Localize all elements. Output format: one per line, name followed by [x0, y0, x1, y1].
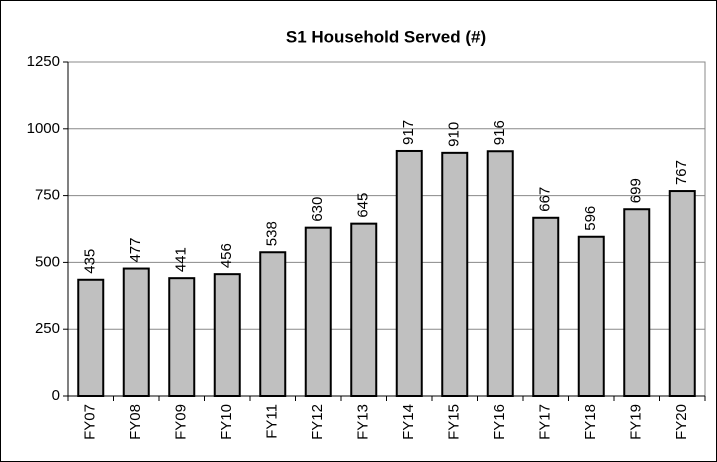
value-label: 916: [491, 120, 508, 145]
x-tick-label: FY20: [673, 404, 690, 440]
x-tick-label: FY07: [82, 404, 99, 440]
bar: [486, 150, 514, 397]
value-label: 477: [127, 238, 144, 263]
bar: [623, 208, 651, 397]
x-tick-label: FY13: [355, 404, 372, 440]
value-label: 645: [355, 193, 372, 218]
value-label: 699: [628, 178, 645, 203]
x-tick-label: FY19: [628, 404, 645, 440]
bar: [350, 222, 378, 397]
y-tick-label: 750: [35, 187, 60, 204]
value-label: 456: [218, 243, 235, 268]
x-tick-label: FY09: [173, 404, 190, 440]
bar: [532, 216, 560, 397]
value-label: 767: [673, 160, 690, 185]
x-tick-label: FY14: [400, 404, 417, 440]
bar: [577, 235, 605, 397]
x-tick-label: FY16: [491, 404, 508, 440]
y-tick-label: 0: [52, 387, 60, 404]
y-tick-label: 500: [35, 253, 60, 270]
x-tick-label: FY17: [537, 404, 554, 440]
value-label: 667: [537, 187, 554, 212]
value-label: 435: [82, 249, 99, 274]
x-tick-label: FY15: [446, 404, 463, 440]
value-label: 917: [400, 120, 417, 145]
x-tick-label: FY12: [309, 404, 326, 440]
bar: [77, 278, 105, 398]
x-tick-label: FY10: [218, 404, 235, 440]
bar: [395, 149, 423, 397]
plot-area: [67, 61, 706, 397]
y-tick-label: 250: [35, 320, 60, 337]
value-label: 630: [309, 197, 326, 222]
bar: [122, 267, 150, 397]
x-tick-label: FY08: [127, 404, 144, 440]
x-tick-label: FY11: [264, 404, 281, 439]
y-tick-label: 1000: [27, 120, 60, 137]
value-label: 441: [173, 247, 190, 272]
value-label: 910: [446, 122, 463, 147]
chart-title: S1 Household Served (#): [286, 27, 486, 46]
y-tick-label: 1250: [27, 53, 60, 70]
value-label: 596: [582, 206, 599, 231]
bar: [441, 151, 469, 397]
x-tick-label: FY18: [582, 404, 599, 440]
bar: [304, 226, 332, 397]
value-label: 538: [264, 221, 281, 246]
bar: [668, 190, 696, 397]
bar: [168, 277, 196, 397]
bar: [213, 273, 241, 397]
bar: [259, 251, 287, 397]
